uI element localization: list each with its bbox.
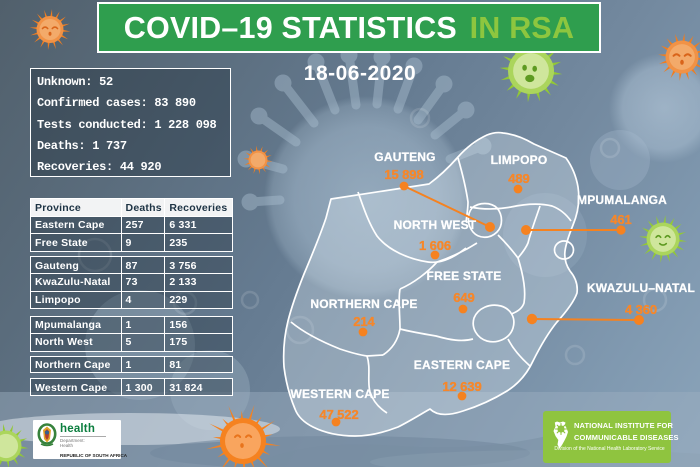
- svg-text:47 522: 47 522: [319, 407, 358, 422]
- svg-text:KWAZULU–NATAL: KWAZULU–NATAL: [587, 281, 695, 295]
- svg-text:214: 214: [353, 314, 375, 329]
- svg-text:649: 649: [453, 290, 474, 305]
- svg-text:EASTERN CAPE: EASTERN CAPE: [414, 358, 510, 372]
- svg-text:12 639: 12 639: [442, 379, 481, 394]
- svg-text:NORTH WEST: NORTH WEST: [394, 218, 477, 232]
- svg-text:15 898: 15 898: [384, 167, 423, 182]
- svg-text:4 360: 4 360: [625, 302, 657, 317]
- svg-text:MPUMALANGA: MPUMALANGA: [577, 193, 667, 207]
- svg-text:1 606: 1 606: [419, 238, 451, 253]
- svg-text:489: 489: [508, 171, 529, 186]
- svg-text:NORTHERN CAPE: NORTHERN CAPE: [310, 297, 417, 311]
- svg-text:461: 461: [610, 212, 631, 227]
- svg-text:GAUTENG: GAUTENG: [374, 150, 435, 164]
- svg-text:LIMPOPO: LIMPOPO: [491, 153, 548, 167]
- svg-text:WESTERN CAPE: WESTERN CAPE: [290, 387, 389, 401]
- svg-text:FREE STATE: FREE STATE: [427, 269, 502, 283]
